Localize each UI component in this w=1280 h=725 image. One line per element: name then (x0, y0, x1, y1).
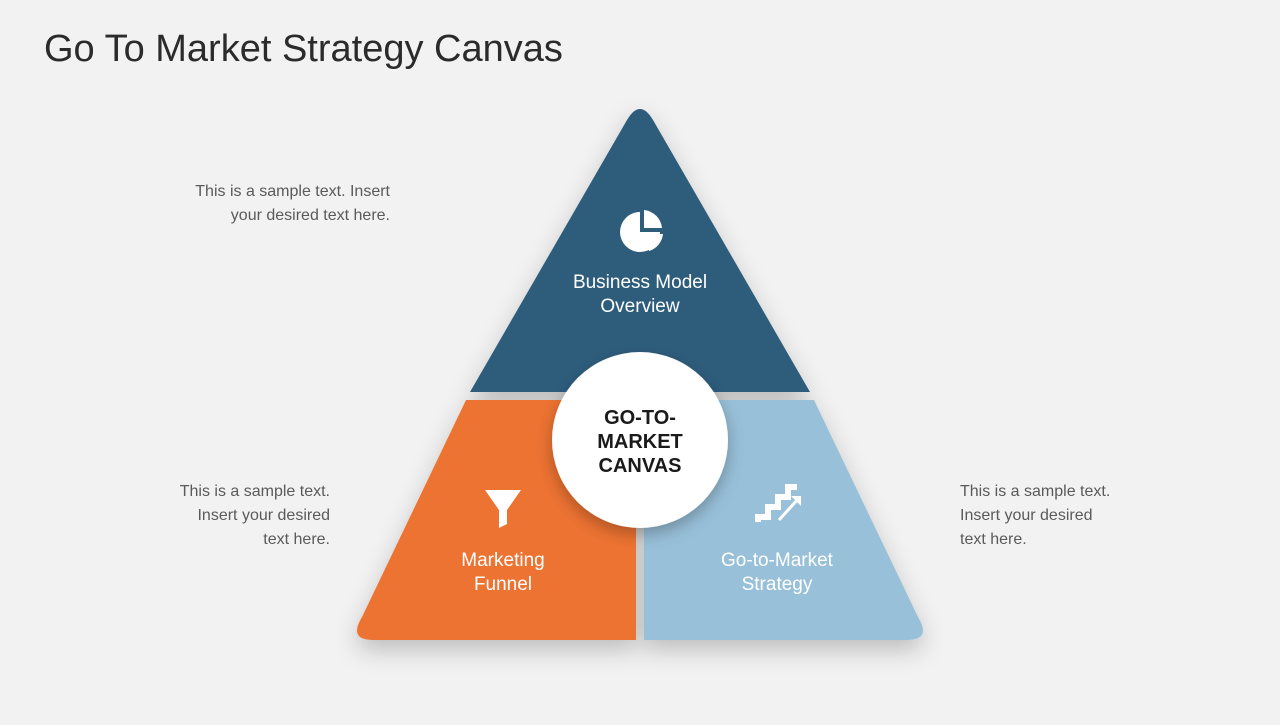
annotation-right-l2: Insert your desired (960, 507, 1093, 524)
segment-right-label: Go-to-Market (721, 550, 834, 571)
annotation-left-l3: text here. (263, 531, 330, 548)
center-label-2: MARKET (597, 431, 683, 453)
center-label-1: GO-TO- (604, 407, 676, 429)
annotation-right-l3: text here. (960, 531, 1027, 548)
annotation-right-l1: This is a sample text. (960, 483, 1110, 500)
center-label-3: CANVAS (599, 455, 682, 477)
segment-left-label: Marketing (461, 550, 544, 571)
annotation-left: This is a sample text. Insert your desir… (110, 480, 330, 552)
annotation-left-l2: Insert your desired (197, 507, 330, 524)
annotation-top-l1: This is a sample text. Insert (195, 183, 390, 200)
segment-top-label: Business Model (573, 272, 707, 293)
annotation-left-l1: This is a sample text. (180, 483, 330, 500)
triangle-diagram: Business Model Overview Marketing Funnel… (0, 0, 1280, 720)
annotation-top: This is a sample text. Insert your desir… (170, 180, 390, 228)
diagram-stage: Business Model Overview Marketing Funnel… (0, 0, 1280, 720)
segment-right-label-2: Strategy (742, 574, 813, 595)
segment-top-label-2: Overview (600, 296, 679, 317)
annotation-right: This is a sample text. Insert your desir… (960, 480, 1180, 552)
segment-left-label-2: Funnel (474, 574, 532, 595)
annotation-top-l2: your desired text here. (231, 207, 390, 224)
